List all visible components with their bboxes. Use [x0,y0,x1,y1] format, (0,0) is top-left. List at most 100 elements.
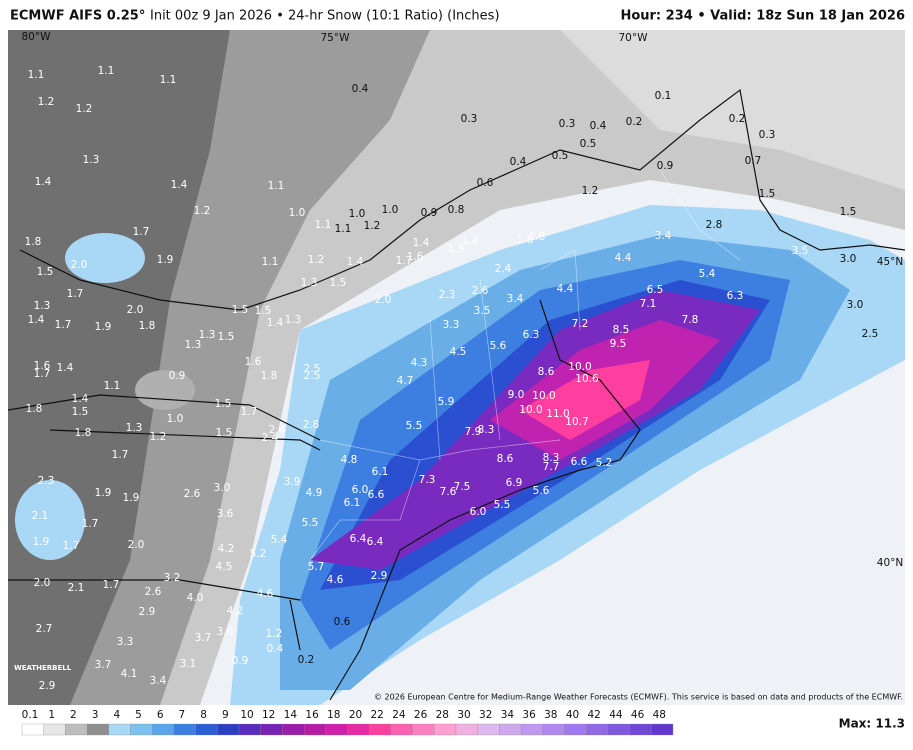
snow-label: 0.9 [421,207,438,219]
colorbar-tick-label: 4 [113,709,120,721]
colorbar-swatch [86,723,109,736]
labels: 80°W 75°W 70°W45°N40°N1.1 1.11.10.41.21.20.… [22,31,904,692]
colorbar-tick-label: 9 [222,709,229,721]
colorbar-tick-label: 30 [457,709,470,721]
snow-label: 1.3 [185,339,202,351]
snow-label: 7.5 [454,481,471,493]
snow-label: 2.8 [706,219,723,231]
colorbar-swatch [520,723,543,736]
snow-label: 2.9 [39,680,56,692]
colorbar-swatch [282,723,305,736]
snow-label: 1.7 [34,368,51,380]
colorbar-swatch [542,723,565,736]
snow-label: 7.3 [419,474,436,486]
valid-time: Hour: 234 • Valid: 18z Sun 18 Jan 2026 [620,9,905,24]
colorbar-swatch [455,723,478,736]
snow-label: 2.0 [71,259,88,271]
colorbar-swatch [303,723,326,736]
snow-label: 0.4 [267,643,284,655]
snow-label: 6.0 [470,506,487,518]
colorbar-tick-label: 1 [48,709,55,721]
snow-label: 1.4 [57,362,74,374]
grid-label: 45°N [877,256,903,268]
snow-label: 9.5 [610,338,627,350]
snow-label: 1.9 [95,487,112,499]
snow-label: 1.8 [261,370,278,382]
colorbar-tick-label: 6 [157,709,164,721]
snow-label: 1.6 [407,251,424,263]
colorbar-tick-label: 42 [588,709,601,721]
snow-label: 0.5 [552,150,569,162]
snow-label: 1.5 [840,206,857,218]
snow-label: 5.5 [406,420,423,432]
grid-label: 75°W [321,32,351,44]
snow-label: 4.1 [121,668,138,680]
snow-label: 2.0 [34,577,51,589]
snow-label: 1.7 [82,518,99,530]
colorbar-swatch [108,723,131,736]
snow-label: 0.7 [745,155,762,167]
colorbar-swatch [607,723,630,736]
snow-label: 1.9 [123,492,140,504]
snow-label: 1.5 [72,406,89,418]
colorbar-swatch [477,723,500,736]
colorbar-swatch [130,723,153,736]
snow-label: 0.3 [759,129,776,141]
snow-label: 5.2 [596,457,613,469]
snow-label: 5.4 [699,268,716,280]
snow-label: 0.3 [461,113,478,125]
snow-label: 7.7 [543,461,560,473]
colorbar-swatch [21,723,44,736]
colorbar-swatch [260,723,283,736]
colorbar-tick-label: 38 [544,709,557,721]
max-value: Max: 11.3 [839,717,905,731]
snow-label: 0.1 [655,90,672,102]
colorbar-swatch [173,723,196,736]
snow-label: 7.1 [640,298,657,310]
snow-label: 4.8 [341,454,358,466]
snow-label: 2.8 [303,419,320,431]
colorbar-swatch [238,723,261,736]
snow-label: 1.8 [139,320,156,332]
snow-band-7 [520,360,650,440]
snow-label: 3.7 [195,632,212,644]
colorbar-tick-label: 5 [135,709,142,721]
colorbar-swatch [152,723,175,736]
snow-label: 1.4 [413,237,430,249]
snow-label: 4.6 [257,588,274,600]
snow-label: 1.4 [72,393,89,405]
colorbar-swatch [217,723,240,736]
snow-label: 1.2 [38,96,55,108]
snow-label: 1.0 [167,413,184,425]
snow-label: 2.0 [375,294,392,306]
snow-label: 5.9 [438,396,455,408]
snow-label: 3.4 [150,675,167,687]
snow-label: 6.1 [372,466,389,478]
snow-label: 1.7 [241,406,258,418]
colorbar-tick-label: 16 [305,709,319,721]
snow-label: 0.2 [626,116,643,128]
snow-label: 2.9 [371,570,388,582]
snow-label: 6.5 [647,284,664,296]
snow-label: 1.5 [216,427,233,439]
snow-label: 4.9 [306,487,323,499]
snow-label: 3.0 [847,299,864,311]
snow-label: 1.3 [285,314,302,326]
colorbar-tick-label: 18 [327,709,340,721]
colorbar-tick-label: 20 [349,709,362,721]
snow-label: 1.7 [396,255,413,267]
snow-label: 4.7 [397,375,414,387]
snow-pale-gray [560,30,905,190]
snow-label: 1.3 [83,154,100,166]
snow-label: 10.0 [519,404,542,416]
snow-label: 2.4 [495,263,512,275]
grid-label: 40°N [877,557,903,569]
snow-label: 2.6 [145,586,162,598]
colorbar-tick-label: 8 [200,709,207,721]
snow-patch [15,480,85,560]
snow-label: 2.5 [304,363,321,375]
snow-label: 1.4 [28,314,45,326]
snow-label: 1.8 [517,234,534,246]
colorbar-tick-label: 32 [479,709,492,721]
snow-label: 1.2 [308,254,325,266]
